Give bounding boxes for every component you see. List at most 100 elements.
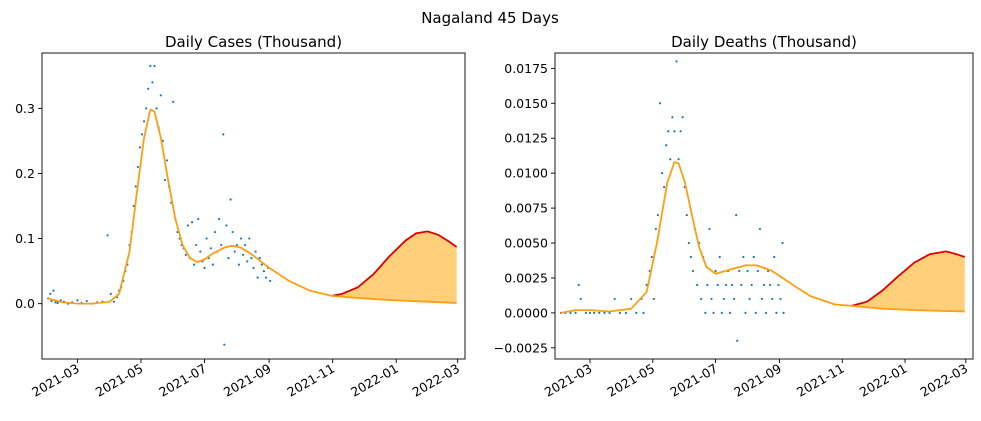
scatter-point bbox=[740, 283, 743, 287]
scatter-point bbox=[241, 253, 245, 256]
scatter-point bbox=[50, 299, 53, 303]
scatter-point bbox=[239, 237, 243, 240]
scatter-point bbox=[223, 343, 226, 346]
scatter-point bbox=[681, 116, 684, 119]
scatter-point bbox=[782, 311, 785, 314]
scatter-point bbox=[650, 255, 653, 259]
scatter-point bbox=[744, 311, 747, 314]
scatter-point bbox=[233, 250, 236, 253]
scatter-point bbox=[685, 213, 688, 217]
axes-frame bbox=[41, 52, 466, 360]
scatter-point bbox=[718, 255, 721, 259]
scatter-point bbox=[691, 269, 695, 273]
scatter-point bbox=[258, 256, 261, 260]
scatter-point bbox=[618, 311, 621, 314]
scatter-point bbox=[109, 292, 112, 295]
scatter-point bbox=[159, 94, 162, 97]
scatter-point bbox=[49, 292, 52, 295]
y-tick-label: 0.1 bbox=[15, 231, 35, 246]
forecast-lower-line bbox=[331, 294, 457, 304]
scatter-point bbox=[675, 60, 678, 63]
scatter-point bbox=[153, 64, 156, 68]
scatter-point bbox=[172, 100, 175, 103]
scatter-point bbox=[695, 283, 699, 287]
scatter-point bbox=[254, 250, 257, 253]
scatter-point bbox=[199, 250, 202, 253]
scatter-point bbox=[140, 133, 144, 136]
chart-title: Daily Deaths (Thousand) bbox=[671, 33, 857, 51]
scatter-point bbox=[730, 283, 734, 287]
scatter-point bbox=[758, 227, 761, 231]
scatter-point bbox=[193, 263, 196, 266]
scatter-point bbox=[714, 269, 717, 273]
y-tick-label: 0.0150 bbox=[504, 96, 548, 111]
scatter-point bbox=[54, 301, 57, 304]
scatter-point bbox=[85, 299, 88, 303]
x-tick-label: 2021-05 bbox=[93, 361, 146, 400]
scatter-point bbox=[574, 311, 577, 314]
scatter-point bbox=[679, 130, 682, 133]
scatter-point bbox=[762, 283, 766, 287]
scatter-point bbox=[728, 311, 732, 314]
scatter-point bbox=[673, 130, 676, 133]
scatter-point bbox=[724, 283, 728, 287]
scatter-point bbox=[262, 270, 266, 273]
scatter-point bbox=[112, 300, 115, 303]
scatter-point bbox=[209, 247, 212, 250]
scatter-point bbox=[738, 269, 741, 273]
fit-curve bbox=[561, 161, 852, 314]
scatter-point bbox=[246, 260, 249, 263]
scatter-point bbox=[660, 172, 664, 175]
scatter-point bbox=[244, 243, 247, 247]
forecast-band bbox=[331, 231, 457, 304]
scatter-point bbox=[613, 297, 616, 301]
scatter-point bbox=[248, 237, 251, 240]
y-tick-label: 0.0 bbox=[15, 296, 35, 311]
x-tick-label: 2021-09 bbox=[731, 361, 784, 400]
scatter-point bbox=[237, 263, 241, 266]
scatter-point bbox=[769, 283, 772, 287]
y-tick-label: 0.2 bbox=[15, 166, 35, 181]
scatter-point bbox=[764, 311, 768, 314]
axes-frame bbox=[554, 52, 974, 360]
scatter-point bbox=[760, 297, 764, 301]
scatter-point bbox=[163, 178, 167, 182]
scatter-point bbox=[700, 297, 703, 301]
scatter-point bbox=[677, 158, 680, 161]
scatter-point bbox=[203, 266, 206, 269]
figure-title: Nagaland 45 Days bbox=[421, 9, 559, 27]
scatter-point bbox=[736, 339, 739, 342]
scatter-point bbox=[687, 241, 690, 245]
scatter-point bbox=[186, 224, 189, 227]
scatter-point bbox=[667, 130, 670, 133]
y-tick-label: 0.0100 bbox=[504, 166, 548, 181]
scatter-point bbox=[746, 269, 749, 273]
scatter-point bbox=[577, 283, 580, 287]
scatter-point bbox=[213, 230, 217, 234]
chart-title: Daily Cases (Thousand) bbox=[165, 33, 342, 51]
scatter-point bbox=[197, 217, 200, 221]
scatter-point bbox=[748, 297, 751, 301]
x-tick-label: 2021-03 bbox=[29, 361, 82, 400]
forecast-upper-line bbox=[851, 250, 966, 307]
scatter-point bbox=[642, 311, 645, 314]
x-tick-label: 2021-05 bbox=[605, 361, 658, 400]
scatter-point bbox=[165, 159, 169, 162]
y-tick-label: 0.0075 bbox=[504, 201, 548, 216]
scatter-point bbox=[252, 266, 255, 269]
scatter-point bbox=[235, 243, 238, 247]
scatter-point bbox=[106, 234, 109, 237]
scatter-point bbox=[779, 297, 782, 301]
x-tick-label: 2021-11 bbox=[284, 361, 337, 400]
x-tick-label: 2021-07 bbox=[156, 361, 209, 400]
scatter-point bbox=[151, 81, 154, 84]
scatter-point bbox=[264, 276, 268, 279]
scatter-point bbox=[720, 311, 723, 314]
scatter-point bbox=[654, 227, 658, 231]
scatter-point bbox=[689, 255, 693, 259]
fit-curve bbox=[48, 108, 332, 305]
scatter-point bbox=[184, 253, 187, 256]
x-tick-label: 2022-01 bbox=[348, 361, 401, 400]
x-tick-label: 2021-07 bbox=[667, 361, 720, 400]
